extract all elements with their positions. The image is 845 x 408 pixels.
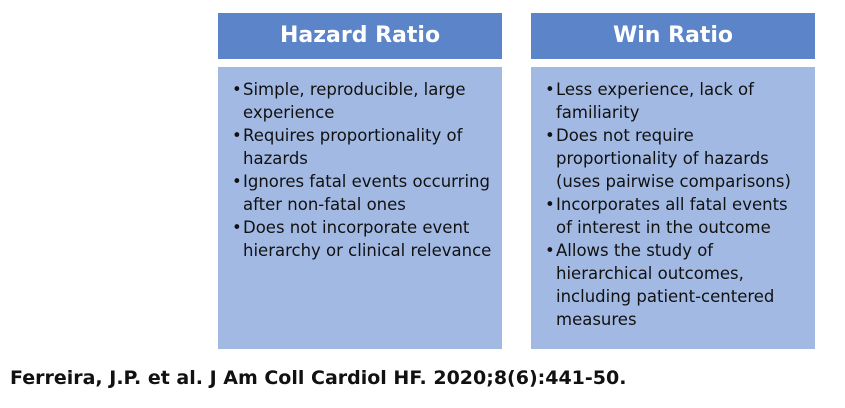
win-ratio-body: Less experience, lack of familiarity Doe…: [531, 67, 815, 349]
hazard-ratio-body: Simple, reproducible, large experience R…: [218, 67, 502, 349]
hazard-ratio-bullet-list: Simple, reproducible, large experience R…: [232, 78, 492, 262]
win-ratio-bullet: Less experience, lack of familiarity: [545, 78, 805, 124]
win-ratio-bullet: Incorporates all fatal events of interes…: [545, 193, 805, 239]
citation: Ferreira, J.P. et al. J Am Coll Cardiol …: [10, 367, 627, 389]
hazard-ratio-panel: Hazard Ratio Simple, reproducible, large…: [218, 13, 502, 349]
win-ratio-bullet: Allows the study of hierarchical outcome…: [545, 239, 805, 331]
win-ratio-bullet-list: Less experience, lack of familiarity Doe…: [545, 78, 805, 331]
hazard-ratio-bullet: Requires proportionality of hazards: [232, 124, 492, 170]
hazard-ratio-bullet: Simple, reproducible, large experience: [232, 78, 492, 124]
hazard-ratio-bullet: Does not incorporate event hierarchy or …: [232, 216, 492, 262]
win-ratio-bullet: Does not require proportionality of haza…: [545, 124, 805, 193]
hazard-ratio-bullet: Ignores fatal events occurring after non…: [232, 170, 492, 216]
win-ratio-panel: Win Ratio Less experience, lack of famil…: [531, 13, 815, 349]
hazard-ratio-title: Hazard Ratio: [218, 13, 502, 59]
win-ratio-title: Win Ratio: [531, 13, 815, 59]
